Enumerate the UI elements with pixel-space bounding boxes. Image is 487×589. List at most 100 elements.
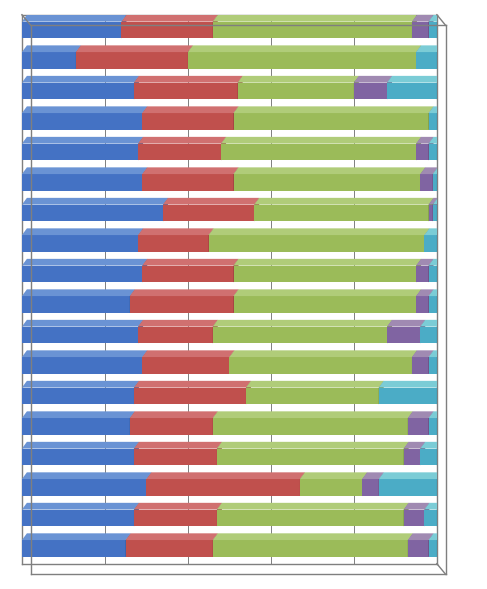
Polygon shape <box>142 167 239 174</box>
Bar <box>22 144 138 160</box>
Polygon shape <box>126 533 218 540</box>
Polygon shape <box>424 503 430 527</box>
Polygon shape <box>238 76 243 100</box>
Polygon shape <box>387 76 392 100</box>
Bar <box>300 479 362 496</box>
Polygon shape <box>437 15 442 38</box>
Polygon shape <box>408 533 433 540</box>
Bar <box>134 82 238 100</box>
Bar <box>429 357 437 374</box>
Polygon shape <box>142 167 147 191</box>
Polygon shape <box>134 503 139 527</box>
Bar <box>213 418 408 435</box>
Polygon shape <box>424 229 430 252</box>
Bar <box>22 266 142 282</box>
Polygon shape <box>437 137 442 160</box>
Polygon shape <box>138 229 214 235</box>
Bar <box>138 144 221 160</box>
Polygon shape <box>22 289 135 296</box>
Bar <box>420 326 437 343</box>
Bar <box>379 479 437 496</box>
Bar <box>163 204 254 221</box>
Polygon shape <box>404 442 409 465</box>
Polygon shape <box>429 15 442 22</box>
Bar <box>429 296 437 313</box>
Polygon shape <box>217 442 409 449</box>
Polygon shape <box>437 472 442 496</box>
Polygon shape <box>254 198 259 221</box>
Polygon shape <box>234 259 239 282</box>
Polygon shape <box>437 76 442 100</box>
Bar <box>424 509 437 527</box>
Polygon shape <box>246 381 251 404</box>
Polygon shape <box>217 442 222 465</box>
Bar <box>234 174 420 191</box>
Bar <box>22 357 142 374</box>
Polygon shape <box>404 503 430 509</box>
Polygon shape <box>213 411 218 435</box>
Polygon shape <box>429 198 433 221</box>
Bar <box>404 449 420 465</box>
Polygon shape <box>379 381 442 388</box>
Bar <box>432 174 437 191</box>
Polygon shape <box>234 289 239 313</box>
Bar <box>142 266 234 282</box>
Polygon shape <box>121 15 127 38</box>
Bar <box>420 449 437 465</box>
Bar <box>234 113 429 130</box>
Bar <box>22 52 76 69</box>
Bar <box>22 540 126 557</box>
Polygon shape <box>437 350 442 374</box>
Polygon shape <box>76 45 193 52</box>
Bar <box>22 174 142 191</box>
Bar <box>22 204 163 221</box>
Polygon shape <box>412 15 417 38</box>
Bar <box>142 174 234 191</box>
Polygon shape <box>163 198 168 221</box>
Polygon shape <box>134 503 222 509</box>
Bar <box>416 266 429 282</box>
Polygon shape <box>130 289 135 313</box>
Polygon shape <box>134 76 139 100</box>
Polygon shape <box>22 350 147 357</box>
Polygon shape <box>437 442 442 465</box>
Polygon shape <box>437 289 442 313</box>
Bar <box>429 22 437 38</box>
Polygon shape <box>142 259 239 266</box>
Polygon shape <box>213 533 218 557</box>
Polygon shape <box>404 503 409 527</box>
Bar <box>208 235 424 252</box>
Polygon shape <box>147 472 305 479</box>
Polygon shape <box>437 229 442 252</box>
Polygon shape <box>429 107 442 113</box>
Polygon shape <box>238 76 359 82</box>
Polygon shape <box>416 137 421 160</box>
Polygon shape <box>300 472 367 479</box>
Bar <box>134 388 246 404</box>
Polygon shape <box>429 533 442 540</box>
Bar <box>22 82 134 100</box>
Polygon shape <box>22 45 81 52</box>
Polygon shape <box>420 167 438 174</box>
Bar <box>22 479 147 496</box>
Bar <box>22 509 134 527</box>
Bar <box>379 388 437 404</box>
Polygon shape <box>22 229 143 235</box>
Bar <box>387 326 420 343</box>
Polygon shape <box>213 15 218 38</box>
Polygon shape <box>429 137 442 144</box>
Polygon shape <box>354 76 392 82</box>
Polygon shape <box>130 289 239 296</box>
Polygon shape <box>429 533 433 557</box>
Polygon shape <box>437 320 442 343</box>
Bar <box>429 266 437 282</box>
Bar <box>130 296 234 313</box>
Bar <box>238 82 354 100</box>
Polygon shape <box>126 533 131 557</box>
Bar <box>432 204 437 221</box>
Polygon shape <box>437 259 442 282</box>
Polygon shape <box>437 533 442 557</box>
Polygon shape <box>134 76 243 82</box>
Polygon shape <box>420 320 442 326</box>
Polygon shape <box>437 381 442 404</box>
